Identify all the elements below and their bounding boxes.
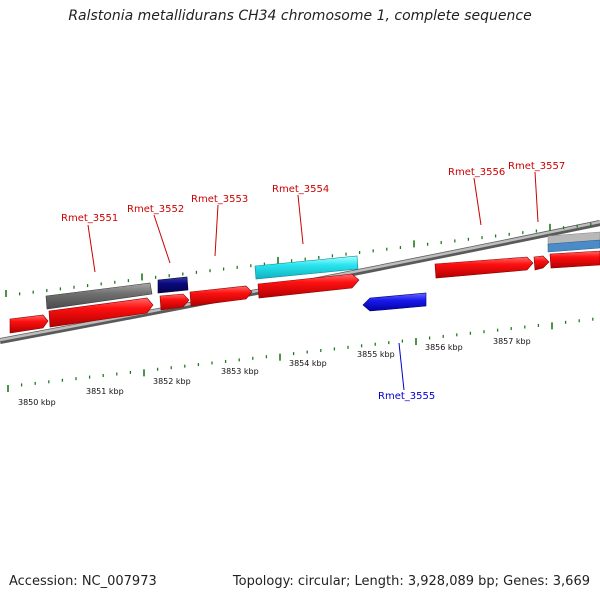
gene-label[interactable]: Rmet_3554 <box>272 184 329 195</box>
gene-label[interactable]: Rmet_3557 <box>508 161 565 172</box>
forward-gene-arrow <box>9 314 49 334</box>
label-leader-line <box>87 224 96 273</box>
topology-text: Topology: circular; Length: 3,928,089 bp… <box>232 574 590 589</box>
forward-gene-arrow <box>159 293 190 311</box>
accession-text: Accession: NC_007973 <box>9 574 157 589</box>
scale-label: 3852 kbp <box>153 377 191 386</box>
page-title: Ralstonia metallidurans CH34 chromosome … <box>68 8 532 24</box>
scale-ticks-bottom <box>7 317 594 392</box>
label-leader-line <box>297 194 304 245</box>
label-leader-line <box>214 204 219 257</box>
gene-label[interactable]: Rmet_3555 <box>378 391 435 402</box>
label-leader-line <box>473 177 482 226</box>
label-leader-line <box>534 171 539 223</box>
reverse-gene-arrow <box>362 292 427 312</box>
forward-gene-arrow <box>549 250 600 269</box>
gene-label[interactable]: Rmet_3552 <box>127 204 184 215</box>
scale-label: 3856 kbp <box>425 343 463 352</box>
forward-gene-arrow <box>257 273 360 299</box>
navy-feature <box>157 276 189 294</box>
gene-label[interactable]: Rmet_3553 <box>191 194 248 205</box>
gene-label[interactable]: Rmet_3556 <box>448 167 505 178</box>
label-leader-line <box>153 214 171 264</box>
gene-label[interactable]: Rmet_3551 <box>61 213 118 224</box>
scale-label: 3857 kbp <box>493 337 531 346</box>
forward-gene-arrow <box>48 297 154 328</box>
scale-label: 3851 kbp <box>86 387 124 396</box>
scale-label: 3853 kbp <box>221 367 259 376</box>
scale-ticks-top <box>5 222 592 297</box>
scale-label: 3854 kbp <box>289 359 327 368</box>
forward-gene-arrow <box>189 285 253 307</box>
label-leader-line <box>398 342 405 391</box>
steelblue-feature-right <box>547 239 600 253</box>
forward-gene-arrow <box>533 255 550 271</box>
forward-gene-arrow <box>434 256 534 279</box>
scale-label: 3850 kbp <box>18 398 56 407</box>
scale-label: 3855 kbp <box>357 350 395 359</box>
cyan-feature <box>254 255 359 280</box>
gray-feature <box>45 282 153 310</box>
